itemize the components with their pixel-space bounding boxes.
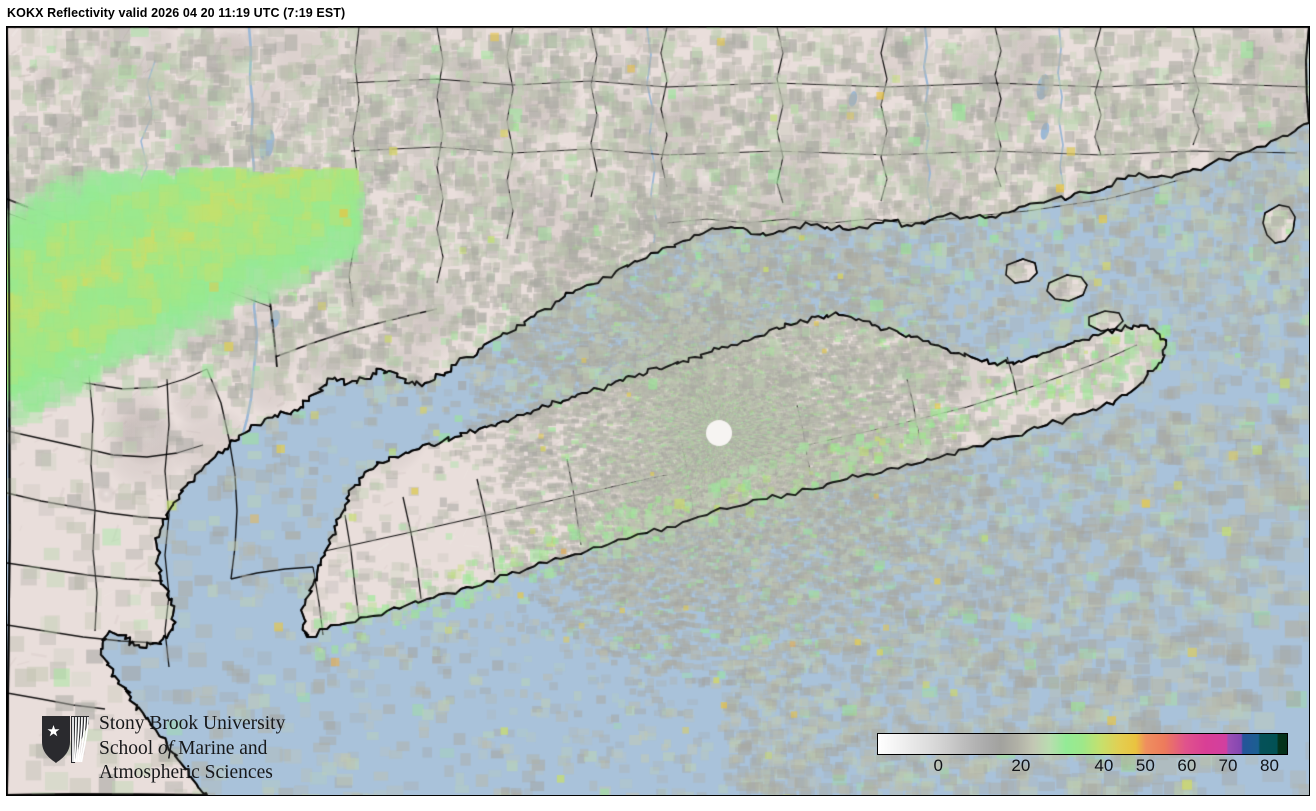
colorbar-tick-50: 50 [1135, 756, 1155, 775]
page-title: KOKX Reflectivity valid 2026 04 20 11:19… [7, 6, 346, 20]
map-frame[interactable] [6, 26, 1310, 796]
colorbar-tick-60: 60 [1177, 756, 1197, 775]
radar-map-canvas[interactable] [7, 27, 1309, 795]
colorbar-tick-20: 20 [1011, 756, 1031, 775]
colorbar-tick-labels: 0 20 40 50 60 70 80 [877, 756, 1288, 782]
title-bar: KOKX Reflectivity valid 2026 04 20 11:19… [0, 0, 1316, 26]
colorbar-tick-0: 0 [933, 756, 943, 775]
colorbar-tick-40: 40 [1094, 756, 1114, 775]
colorbar: 0 20 40 50 60 70 80 [877, 733, 1288, 782]
colorbar-gradient [877, 733, 1288, 755]
colorbar-tick-80: 80 [1260, 756, 1279, 775]
colorbar-tick-70: 70 [1218, 756, 1238, 775]
